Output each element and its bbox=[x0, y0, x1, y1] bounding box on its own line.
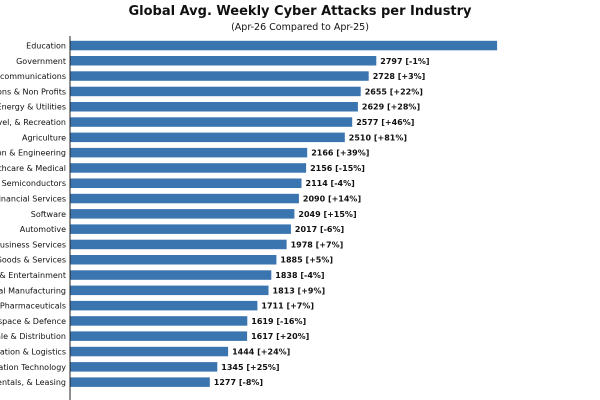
bar-13 bbox=[70, 239, 287, 250]
category-label-18: ospace & Defence bbox=[0, 317, 66, 326]
bar-5 bbox=[70, 117, 353, 127]
bar-22 bbox=[70, 377, 210, 387]
value-label-14: 1885 [+5%] bbox=[280, 256, 333, 265]
bar-3 bbox=[70, 86, 361, 97]
bar-20 bbox=[70, 346, 229, 357]
value-label-18: 1619 [-16%] bbox=[251, 317, 306, 326]
bars-layer bbox=[70, 40, 498, 387]
value-label-1: 2797 [-1%] bbox=[380, 57, 429, 66]
bar-4 bbox=[70, 102, 358, 112]
category-label-2: elecommunications bbox=[0, 72, 66, 81]
bar-11 bbox=[70, 209, 295, 219]
category-label-11: Software bbox=[31, 210, 66, 219]
category-label-1: Government bbox=[16, 57, 66, 66]
bar-7 bbox=[70, 147, 308, 158]
category-label-4: Energy & Utilities bbox=[0, 103, 66, 112]
value-label-22: 1277 [-8%] bbox=[214, 378, 263, 387]
bar-12 bbox=[70, 224, 291, 234]
bar-1 bbox=[70, 56, 377, 66]
bar-21 bbox=[70, 362, 218, 372]
category-label-6: Agriculture bbox=[22, 133, 66, 142]
category-label-12: Automotive bbox=[20, 225, 66, 234]
category-label-7: ion & Engineering bbox=[0, 149, 66, 158]
chart-title: Global Avg. Weekly Cyber Attacks per Ind… bbox=[128, 4, 472, 19]
value-label-11: 2049 [+15%] bbox=[298, 210, 356, 219]
category-label-22: Rentals, & Leasing bbox=[0, 378, 66, 387]
category-label-13: Business Services bbox=[0, 240, 66, 249]
bar-9 bbox=[70, 178, 302, 188]
value-label-4: 2629 [+28%] bbox=[362, 103, 420, 112]
value-label-13: 1978 [+7%] bbox=[291, 240, 344, 249]
category-label-20: rtation & Logistics bbox=[0, 348, 66, 357]
bar-15 bbox=[70, 270, 272, 280]
category-label-17: & Pharmaceuticals bbox=[0, 302, 66, 311]
category-label-14: Goods & Services bbox=[0, 256, 66, 265]
value-label-17: 1711 [+7%] bbox=[261, 302, 314, 311]
value-label-2: 2728 [+3%] bbox=[373, 72, 426, 81]
value-label-10: 2090 [+14%] bbox=[303, 195, 361, 204]
bar-6 bbox=[70, 132, 345, 143]
bar-17 bbox=[70, 300, 258, 311]
category-label-8: althcare & Medical bbox=[0, 164, 66, 173]
value-label-21: 1345 [+25%] bbox=[221, 363, 279, 372]
category-label-5: avel, & Recreation bbox=[0, 118, 66, 127]
category-label-15: a & Entertainment bbox=[0, 271, 66, 280]
value-labels: 2797 [-1%] 2728 [+3%] 2655 [+22%] 2629 [+28… bbox=[214, 57, 430, 387]
category-label-10: Financial Services bbox=[0, 195, 66, 204]
bar-10 bbox=[70, 193, 299, 204]
bar-2 bbox=[70, 71, 369, 81]
value-label-20: 1444 [+24%] bbox=[232, 348, 290, 357]
bar-16 bbox=[70, 285, 269, 296]
value-label-8: 2156 [-15%] bbox=[310, 164, 365, 173]
value-label-9: 2114 [-4%] bbox=[306, 179, 355, 188]
category-label-3: ations & Non Profits bbox=[0, 87, 66, 96]
value-label-5: 2577 [+46%] bbox=[356, 118, 414, 127]
value-label-15: 1838 [-4%] bbox=[275, 271, 324, 280]
bar-18 bbox=[70, 316, 248, 326]
value-label-12: 2017 [-6%] bbox=[295, 225, 344, 234]
category-label-9: & Semiconductors bbox=[0, 179, 66, 188]
chart-subtitle: (Apr-26 Compared to Apr-25) bbox=[231, 22, 369, 33]
bar-14 bbox=[70, 255, 277, 265]
category-label-16: rial Manufacturing bbox=[0, 286, 66, 295]
value-label-6: 2510 [+81%] bbox=[349, 133, 407, 142]
category-label-21: mation Technology bbox=[0, 363, 66, 372]
value-label-3: 2655 [+22%] bbox=[365, 87, 423, 96]
value-label-16: 1813 [+9%] bbox=[273, 286, 326, 295]
category-labels: Education Government elecommunications atio… bbox=[0, 42, 66, 388]
value-label-19: 1617 [+20%] bbox=[251, 332, 309, 341]
bar-19 bbox=[70, 331, 248, 341]
category-label-0: Education bbox=[26, 42, 66, 51]
category-label-19: sale & Distribution bbox=[0, 332, 66, 341]
value-label-7: 2166 [+39%] bbox=[311, 149, 369, 158]
bar-0 bbox=[70, 40, 498, 51]
bar-8 bbox=[70, 163, 307, 173]
